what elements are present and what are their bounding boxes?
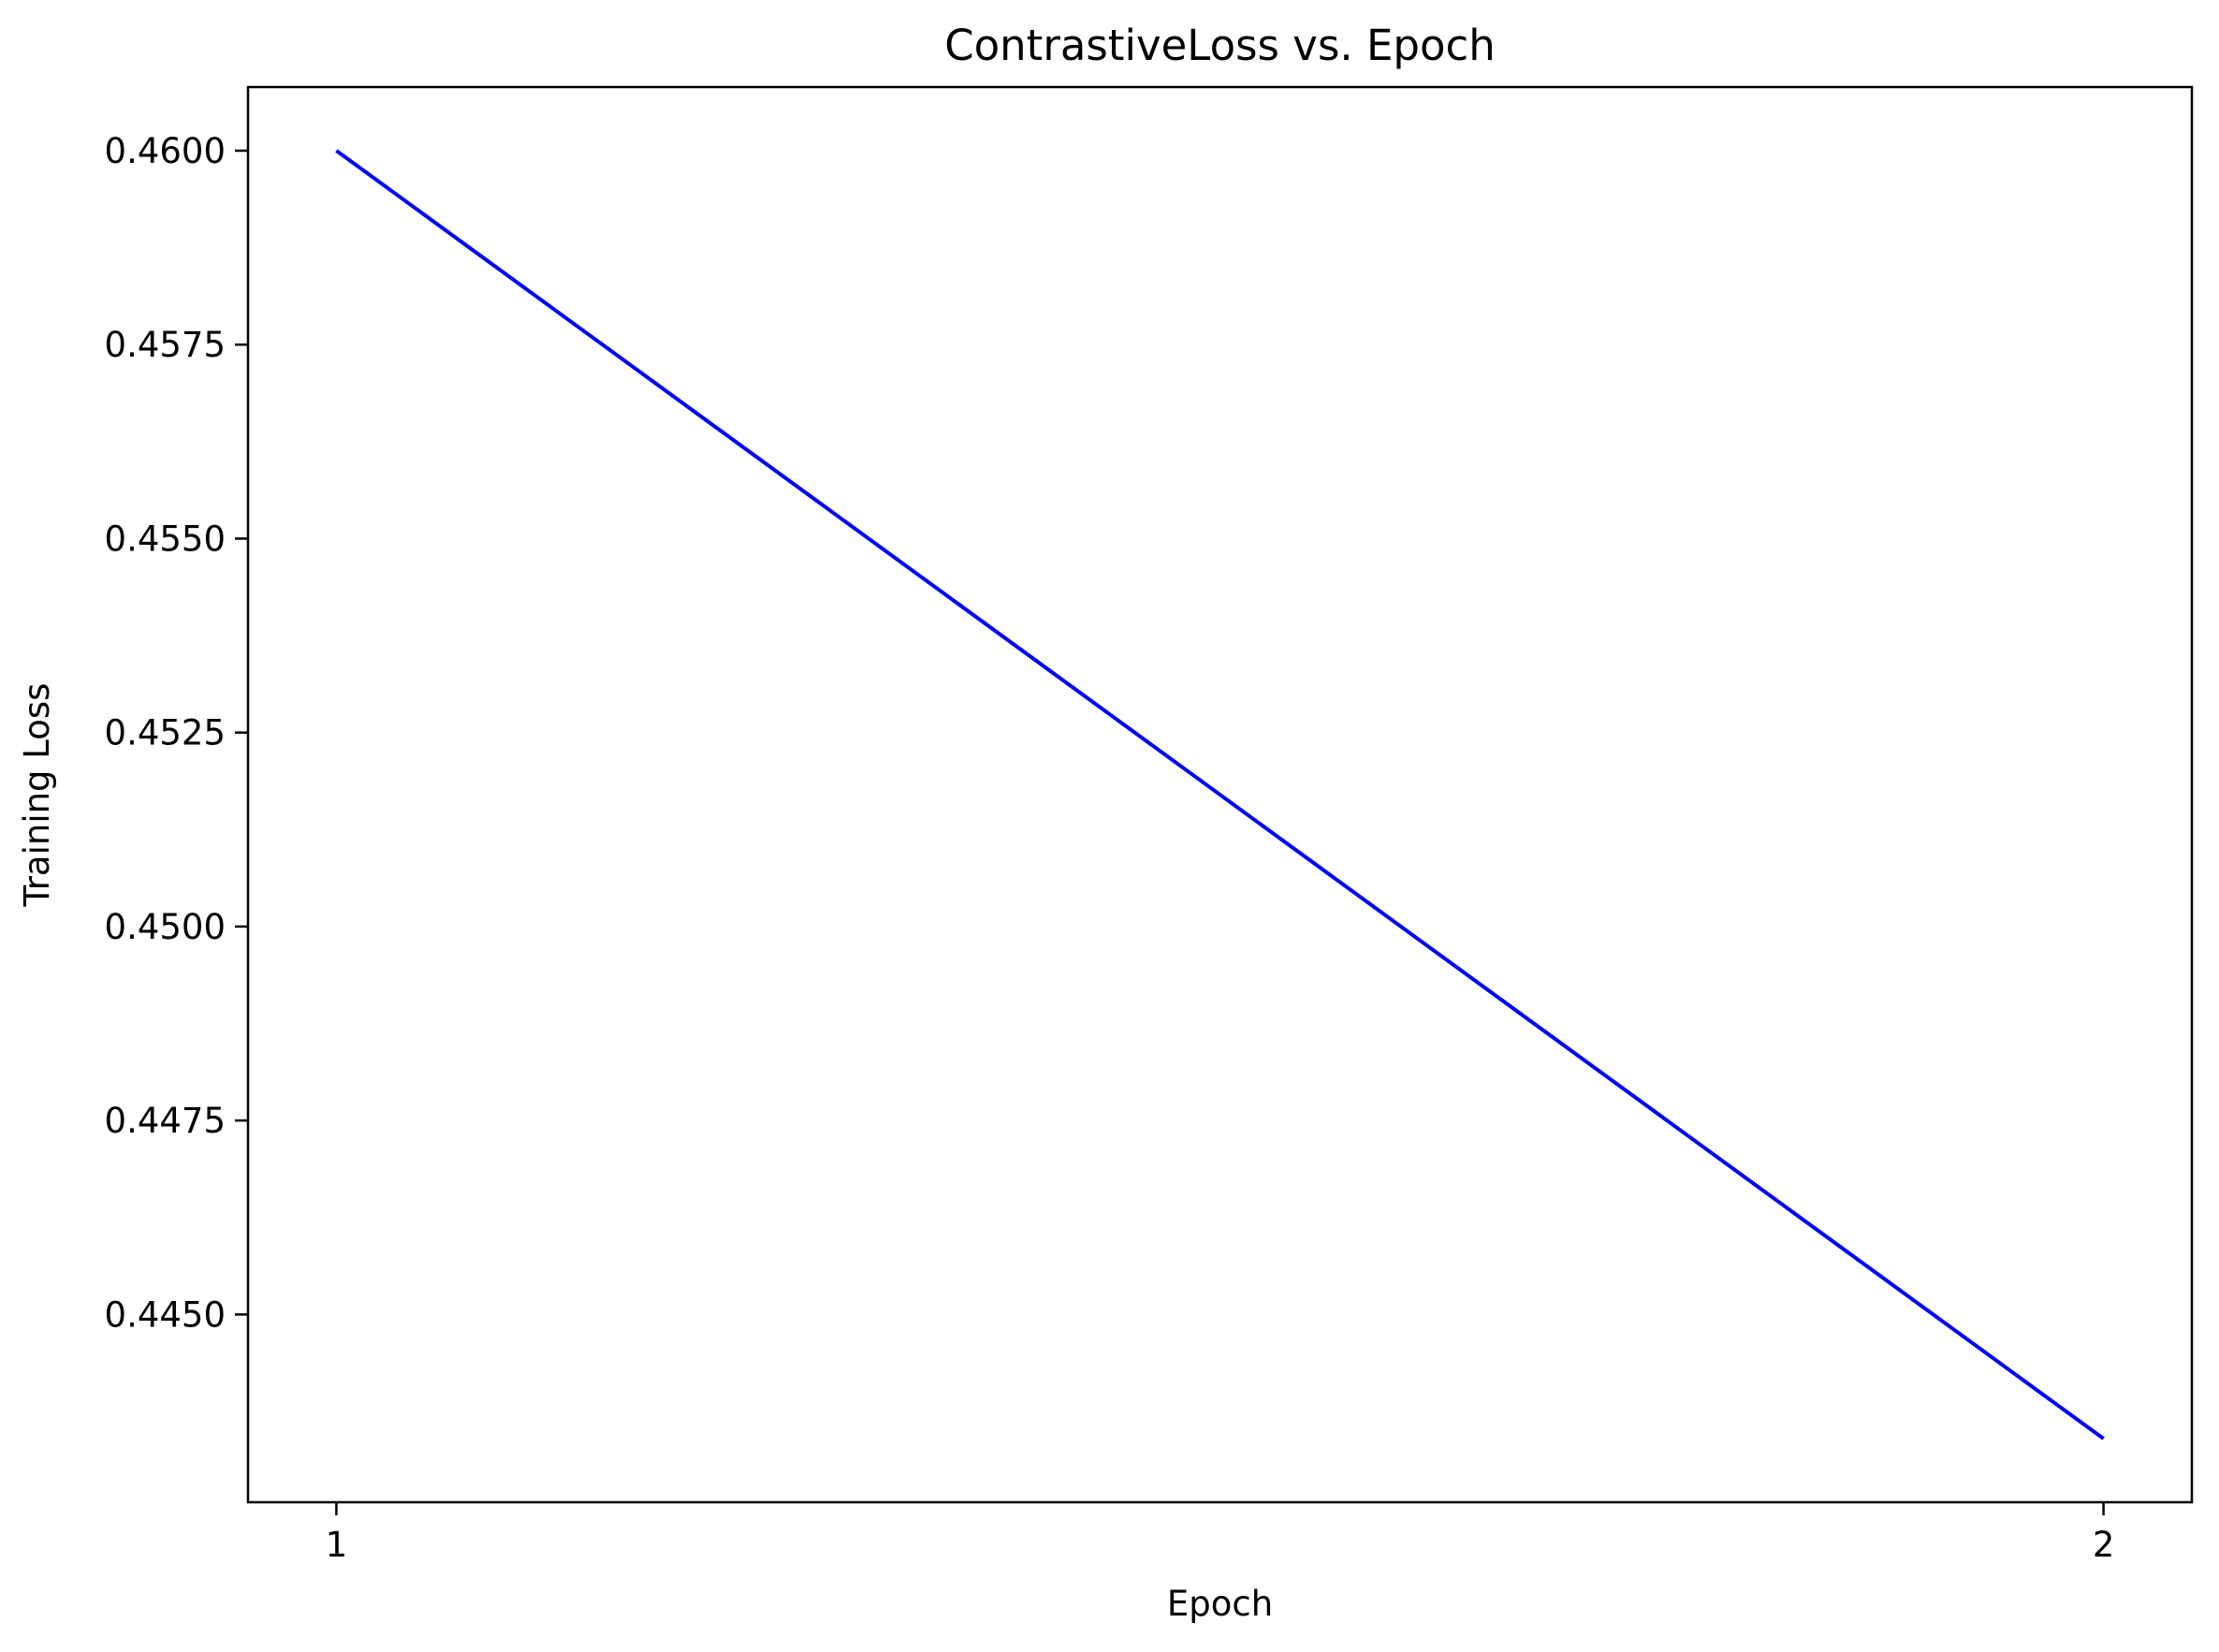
y-tick-label: 0.4475 [105, 1101, 226, 1141]
x-tick-label: 2 [2093, 1525, 2115, 1565]
y-tick-label: 0.4500 [105, 907, 226, 947]
y-axis-label: Training Loss [17, 683, 57, 908]
y-tick-label: 0.4600 [105, 131, 226, 171]
x-tick-label: 1 [326, 1525, 348, 1565]
x-axis-label: Epoch [1167, 1584, 1273, 1624]
y-tick-label: 0.4550 [105, 519, 226, 559]
axes-frame [246, 85, 2194, 1504]
series-line-0 [335, 149, 2105, 1440]
y-tick-label: 0.4525 [105, 713, 226, 753]
y-tick-label: 0.4575 [105, 325, 226, 365]
chart-title: ContrastiveLoss vs. Epoch [944, 21, 1496, 70]
y-tick-label: 0.4450 [105, 1294, 226, 1335]
series-layer [335, 149, 2105, 1440]
y-axis-ticks: 0.4450 0.4475 0.4500 0.4525 0.4550 0.4575 0.46… [105, 131, 248, 1335]
